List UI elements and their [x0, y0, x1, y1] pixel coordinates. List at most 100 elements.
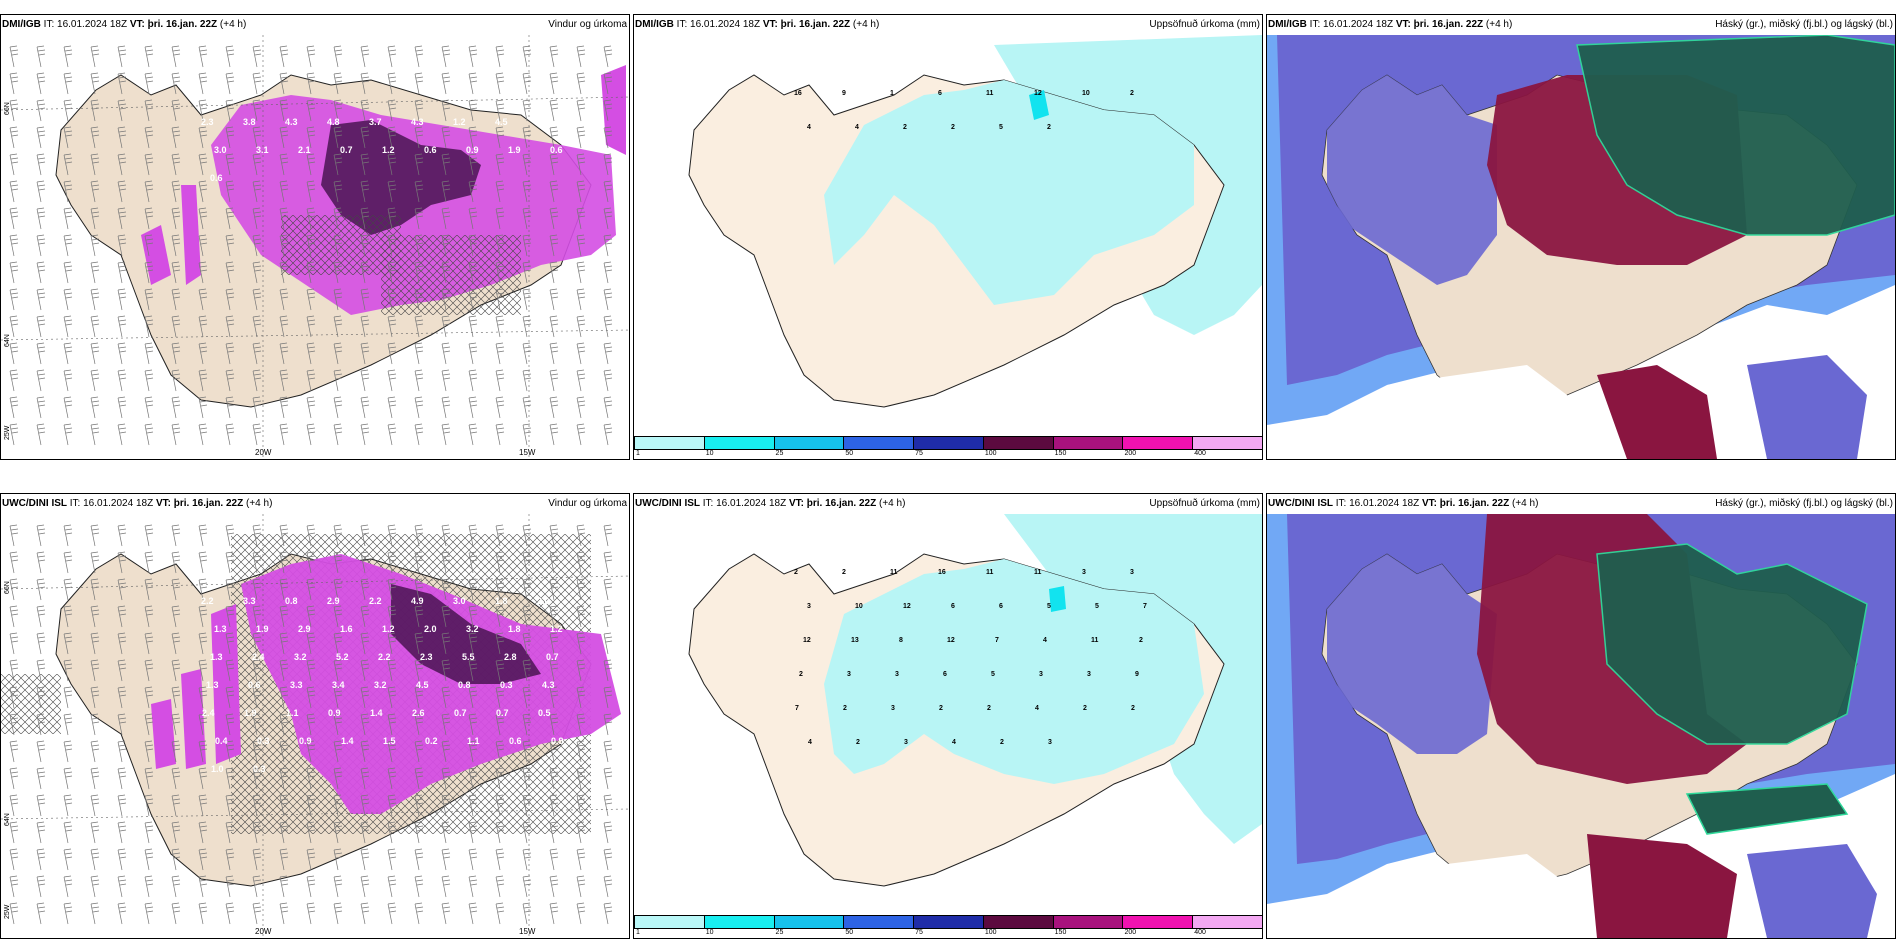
wind-barb	[522, 551, 532, 574]
wind-barb	[36, 902, 46, 925]
wind-barb	[603, 605, 613, 628]
wind-barb	[441, 99, 451, 122]
wind-barb	[603, 875, 613, 898]
wind-barb	[468, 821, 478, 844]
wind-barb	[414, 578, 424, 601]
wind-barb	[387, 875, 397, 898]
precip-value: 11	[986, 569, 994, 576]
wind-barb	[90, 369, 100, 392]
wind-barb	[198, 686, 208, 709]
wind-barb	[603, 848, 613, 871]
wind-barb	[414, 524, 424, 547]
wind-barb	[9, 578, 19, 601]
wind-barb	[117, 126, 127, 149]
wind-barb	[441, 659, 451, 682]
wind-barb	[252, 342, 262, 365]
wind-barb	[144, 713, 154, 736]
precip-value: 4.3	[285, 117, 298, 127]
wind-barb	[144, 342, 154, 365]
precip-value: 2.6	[412, 708, 425, 718]
wind-barb	[36, 632, 46, 655]
wind-barb	[603, 369, 613, 392]
wind-barb	[63, 153, 73, 176]
wind-barb	[117, 605, 127, 628]
wind-barb	[198, 423, 208, 446]
colorbar-swatch	[1192, 915, 1262, 929]
cloud-low-area	[1596, 543, 1868, 745]
wind-barb	[495, 524, 505, 547]
colorbar-tick: 50	[845, 450, 854, 457]
wind-barb	[603, 713, 613, 736]
wind-barb	[333, 605, 343, 628]
precip-value: 4	[855, 124, 859, 131]
wind-barb	[144, 207, 154, 230]
wind-barb	[225, 659, 235, 682]
precip-streak	[601, 65, 626, 155]
wind-barb	[522, 369, 532, 392]
wind-barb	[360, 153, 370, 176]
it-label: IT:	[702, 498, 714, 509]
wind-barb	[441, 578, 451, 601]
wind-barb	[549, 767, 559, 790]
wind-barb	[117, 659, 127, 682]
wind-barb	[441, 261, 451, 284]
precip-value: 2	[1000, 739, 1004, 746]
wind-barb	[36, 45, 46, 68]
wind-barb	[9, 740, 19, 763]
wind-barb	[360, 45, 370, 68]
wind-barb	[9, 524, 19, 547]
wind-barb	[225, 902, 235, 925]
precip-value: 16	[794, 90, 802, 97]
precip-value: 2	[939, 705, 943, 712]
wind-barb	[441, 551, 451, 574]
precip-value: 4.9	[411, 596, 424, 606]
wind-barb	[225, 234, 235, 257]
precip-value: 5.5	[462, 652, 475, 662]
wind-barb	[387, 740, 397, 763]
wind-barb	[468, 234, 478, 257]
hatch-area	[1, 674, 61, 734]
precip-value: 3.8	[243, 117, 256, 127]
wind-barb	[279, 315, 289, 338]
wind-barb	[414, 551, 424, 574]
wind-barb	[252, 740, 262, 763]
wind-barb	[387, 99, 397, 122]
precip-light-area	[824, 559, 1204, 784]
wind-barb	[171, 315, 181, 338]
wind-barb	[576, 524, 586, 547]
colorbar-swatch	[982, 436, 1054, 450]
wind-barb	[522, 234, 532, 257]
wind-barb	[576, 794, 586, 817]
wind-barb	[603, 261, 613, 284]
wind-barb	[468, 605, 478, 628]
wind-barb	[171, 821, 181, 844]
wind-barb	[144, 875, 154, 898]
wind-barb	[279, 396, 289, 419]
wind-barb	[522, 632, 532, 655]
precip-value: 3.2	[466, 624, 479, 634]
wind-barb	[252, 207, 262, 230]
wind-barb	[144, 551, 154, 574]
wind-barb	[279, 767, 289, 790]
precip-value: 1.5	[383, 736, 396, 746]
precip-value: 4.3	[542, 680, 555, 690]
wind-barb	[9, 632, 19, 655]
wind-barb	[387, 659, 397, 682]
wind-barb	[495, 713, 505, 736]
wind-barb	[441, 767, 451, 790]
wind-barb	[333, 740, 343, 763]
cloud-map-svg	[1267, 35, 1895, 459]
wind-barb	[522, 153, 532, 176]
wind-barb	[441, 126, 451, 149]
wind-barb	[225, 315, 235, 338]
wind-barb	[279, 261, 289, 284]
colorbar-tick: 200	[1124, 450, 1137, 457]
wind-barb	[495, 126, 505, 149]
wind-barb	[306, 315, 316, 338]
wind-barb	[414, 288, 424, 311]
wind-barb	[360, 99, 370, 122]
precip-value: 7	[795, 705, 799, 712]
wind-barb	[171, 632, 181, 655]
wind-barb	[225, 875, 235, 898]
wind-barb	[198, 740, 208, 763]
